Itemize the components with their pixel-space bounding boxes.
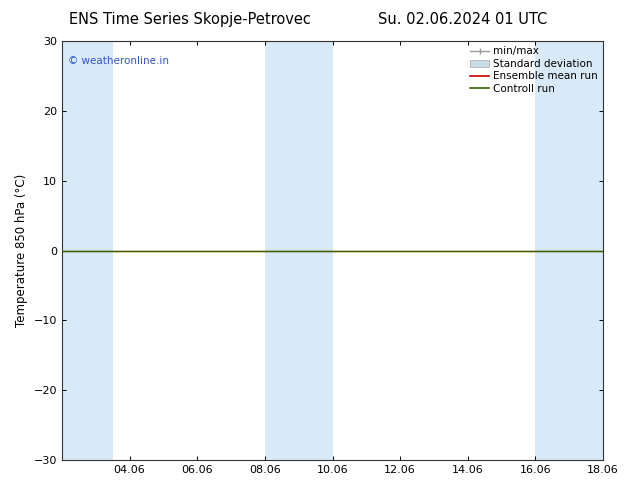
Bar <box>536 41 603 460</box>
Bar <box>265 41 332 460</box>
Bar <box>62 41 113 460</box>
Text: Su. 02.06.2024 01 UTC: Su. 02.06.2024 01 UTC <box>378 12 547 27</box>
Y-axis label: Temperature 850 hPa (°C): Temperature 850 hPa (°C) <box>15 174 28 327</box>
Bar <box>552 41 603 460</box>
Legend: min/max, Standard deviation, Ensemble mean run, Controll run: min/max, Standard deviation, Ensemble me… <box>468 44 600 96</box>
Text: ENS Time Series Skopje-Petrovec: ENS Time Series Skopje-Petrovec <box>69 12 311 27</box>
Text: © weatheronline.in: © weatheronline.in <box>68 56 169 66</box>
